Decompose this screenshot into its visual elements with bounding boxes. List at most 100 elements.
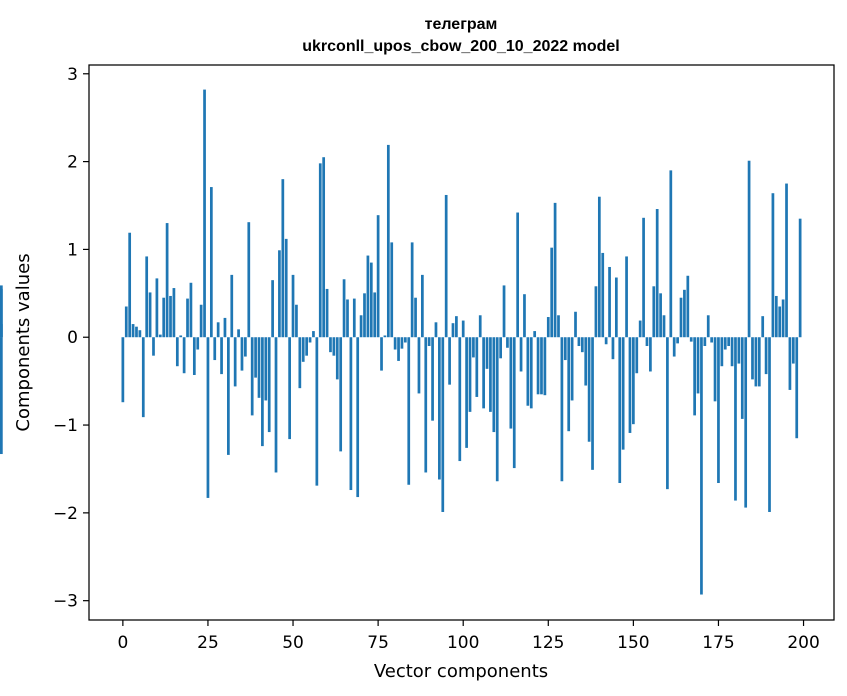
bar: [455, 316, 458, 338]
bar: [315, 337, 319, 486]
bar: [158, 334, 162, 338]
bar: [318, 163, 322, 338]
bar: [533, 331, 537, 338]
bar: [757, 337, 761, 387]
x-axis-ticks: 0 25 50 75 100 125 150 175 200: [117, 620, 820, 653]
bar: [254, 337, 257, 378]
bar: [329, 337, 332, 353]
bar: [693, 337, 696, 416]
bar: [499, 337, 502, 359]
bar: [271, 280, 274, 338]
bar: [342, 279, 346, 338]
bar: [278, 250, 281, 338]
bar: [233, 337, 237, 387]
bar: [434, 322, 438, 338]
bar: [618, 337, 622, 484]
bar: [502, 285, 506, 338]
bar: [730, 337, 734, 367]
bar: [696, 337, 700, 394]
x-tick-label: 0: [117, 633, 128, 653]
y-tick-label: 1: [67, 240, 78, 260]
bar: [349, 337, 353, 491]
bar: [376, 215, 380, 338]
bar: [458, 337, 462, 462]
bar: [628, 337, 632, 433]
bar: [335, 337, 339, 380]
y-axis-label: Components values: [13, 253, 34, 431]
bar: [390, 242, 394, 338]
bar: [247, 222, 251, 338]
bar: [512, 337, 516, 469]
chart-title: телеграм: [425, 16, 498, 33]
bar: [587, 337, 591, 442]
bar: [261, 337, 264, 447]
bar: [761, 316, 765, 338]
bar: [352, 298, 356, 338]
bar: [363, 293, 366, 338]
y-tick-label: −1: [53, 416, 78, 436]
bar: [771, 193, 775, 338]
bar: [580, 337, 584, 353]
bar: [723, 337, 727, 350]
bar: [135, 326, 138, 338]
bar: [591, 337, 594, 470]
bar: [472, 337, 475, 358]
bar: [162, 297, 166, 338]
bar: [346, 299, 349, 338]
bar: [148, 292, 152, 338]
bar: [747, 160, 751, 338]
bar: [529, 337, 533, 409]
bar: [601, 252, 605, 338]
bar: [652, 286, 656, 338]
x-tick-label: 50: [282, 633, 304, 653]
bar: [638, 320, 642, 338]
bar: [339, 337, 343, 452]
bar: [795, 337, 799, 439]
bar: [611, 337, 615, 360]
y-tick-label: 3: [67, 65, 78, 85]
x-tick-label: 75: [367, 633, 389, 653]
bar: [223, 317, 227, 338]
bar: [438, 337, 441, 480]
bar: [216, 322, 220, 338]
bar: [703, 337, 707, 347]
bar: [421, 274, 424, 338]
bar: [774, 295, 778, 338]
bar: [751, 337, 754, 380]
bar: [196, 337, 200, 350]
bar: [557, 315, 560, 338]
bar: [798, 218, 802, 338]
bar: [356, 337, 360, 498]
bar: [295, 304, 298, 338]
bar: [199, 304, 203, 338]
bar: [717, 337, 720, 484]
bars-group: [0, 89, 802, 595]
bar: [791, 337, 795, 364]
bar: [0, 288, 3, 338]
bar: [121, 337, 125, 403]
bar: [574, 311, 577, 338]
bar: [250, 337, 254, 416]
bar: [608, 266, 611, 338]
bar: [560, 337, 564, 482]
bar: [410, 242, 414, 338]
bar: [635, 337, 639, 374]
bar: [584, 337, 588, 386]
bar: [478, 315, 482, 338]
bar: [192, 337, 196, 375]
bar: [301, 337, 305, 362]
bar: [526, 337, 530, 406]
bar: [209, 187, 213, 338]
bar: [523, 294, 526, 338]
bar: [475, 337, 479, 397]
bar: [546, 317, 550, 338]
bar: [189, 282, 193, 338]
bar: [778, 306, 782, 338]
bar: [706, 315, 710, 338]
bar: [325, 288, 329, 338]
y-tick-label: −2: [53, 504, 78, 524]
bar: [669, 170, 673, 338]
bar: [594, 286, 598, 338]
bar: [141, 337, 145, 418]
y-tick-label: −3: [53, 592, 78, 612]
